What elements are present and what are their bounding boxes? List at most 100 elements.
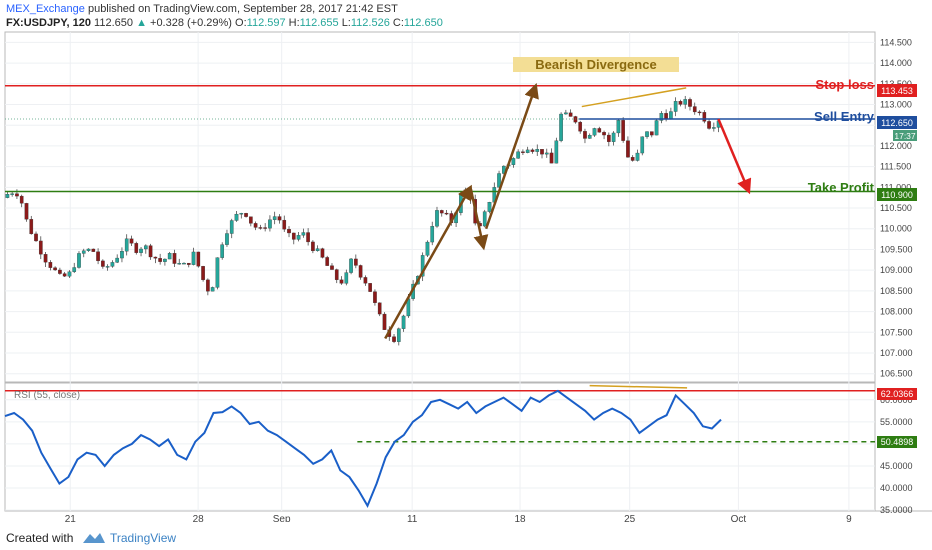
price-tick-label: 109.500 xyxy=(880,244,913,254)
price-tick-label: 113.000 xyxy=(880,99,912,109)
candle-body xyxy=(134,243,139,253)
candle-body xyxy=(330,265,334,270)
candle-body xyxy=(712,127,716,129)
candle-body xyxy=(215,257,220,288)
stop-loss-badge-text: 113.453 xyxy=(881,86,913,96)
price-axis: 114.500114.000113.500113.000112.500112.0… xyxy=(880,37,913,378)
candle-body xyxy=(153,256,158,259)
bearish-divergence-box xyxy=(513,57,679,72)
candle-body xyxy=(392,336,396,342)
candle-body xyxy=(678,101,683,105)
candle-body xyxy=(172,253,177,264)
candle-body xyxy=(683,99,688,105)
candle-body xyxy=(287,229,291,234)
candle-body xyxy=(301,232,306,236)
candle-body xyxy=(554,140,559,164)
candle-body xyxy=(487,202,492,212)
time-tick-label: 25 xyxy=(624,514,636,525)
symbol-label[interactable]: FX:USDJPY, 120 xyxy=(6,17,91,29)
price-tick-label: 114.500 xyxy=(880,37,912,47)
candle-body xyxy=(439,210,444,214)
candle-body xyxy=(191,251,196,265)
candle-body xyxy=(430,226,435,243)
candle-body xyxy=(163,258,167,262)
candle-body xyxy=(654,120,659,136)
candle-body xyxy=(568,112,573,117)
candle-body xyxy=(649,131,654,136)
price-time-badge-text: 17:37 xyxy=(894,131,916,141)
candle-body xyxy=(158,258,162,262)
up-triangle-icon: ▲ xyxy=(136,17,147,29)
candle-body xyxy=(129,238,134,244)
candle-body xyxy=(306,232,310,243)
publisher-link[interactable]: MEX_Exchange xyxy=(6,3,85,15)
candle-body xyxy=(401,315,406,329)
candle-body xyxy=(167,253,172,260)
candle-body xyxy=(120,251,124,259)
candle-body xyxy=(597,128,602,133)
candle-body xyxy=(5,194,10,198)
rsi-tick-label: 45.0000 xyxy=(880,461,913,471)
candle-body xyxy=(62,273,67,277)
price-tick-label: 114.000 xyxy=(880,58,912,68)
candle-body xyxy=(511,158,516,165)
published-text: published on TradingView.com, September … xyxy=(87,3,398,15)
candle-body xyxy=(72,267,77,272)
candle-body xyxy=(420,255,425,277)
tradingview-logo-icon[interactable] xyxy=(82,530,106,546)
candle-body xyxy=(339,279,344,284)
candle-body xyxy=(669,111,673,120)
candle-body xyxy=(58,269,62,274)
candle-body xyxy=(616,120,621,134)
candle-body xyxy=(210,287,215,292)
candle-body xyxy=(630,157,635,161)
candle-body xyxy=(244,213,248,217)
wave-arrow-down xyxy=(469,187,489,251)
candle-body xyxy=(516,151,520,159)
price-tick-label: 110.500 xyxy=(880,203,912,213)
candle-body xyxy=(521,151,525,153)
candle-body xyxy=(697,111,702,114)
candle-body xyxy=(325,257,330,266)
tradingview-brand[interactable]: TradingView xyxy=(110,531,177,545)
candle-body xyxy=(177,263,182,265)
candle-body xyxy=(43,254,48,263)
price-tick-label: 107.000 xyxy=(880,348,913,358)
bearish-divergence-label: Bearish Divergence xyxy=(535,57,656,72)
candle-body xyxy=(81,250,86,254)
time-tick-label: Sep xyxy=(273,514,291,525)
time-tick-label: 18 xyxy=(514,514,526,525)
rsi-tick-label: 40.0000 xyxy=(880,483,913,493)
candle-body xyxy=(182,262,186,265)
candle-body xyxy=(334,269,339,280)
price-tick-label: 112.000 xyxy=(880,141,912,151)
high-value: 112.655 xyxy=(299,17,339,29)
candle-body xyxy=(497,173,501,188)
candle-body xyxy=(315,248,320,252)
candle-body xyxy=(377,302,382,315)
low-value: 112.526 xyxy=(350,17,390,29)
candle-body xyxy=(564,112,568,115)
low-label: L: xyxy=(341,17,351,29)
candle-body xyxy=(311,241,315,252)
candle-body xyxy=(673,101,678,112)
candle-body xyxy=(196,251,201,267)
candle-body xyxy=(143,245,148,250)
candle-body xyxy=(272,216,277,220)
rsi-tick-label: 55.0000 xyxy=(880,417,913,427)
candle-body xyxy=(220,244,225,258)
candle-body xyxy=(544,152,549,155)
candle-body xyxy=(559,113,563,141)
candle-body xyxy=(291,232,296,240)
candle-body xyxy=(702,112,707,122)
candle-body xyxy=(24,203,29,220)
candle-body xyxy=(592,128,597,136)
candle-body xyxy=(549,152,554,164)
close-label: C: xyxy=(392,17,404,29)
candle-body xyxy=(535,149,540,152)
candle-body xyxy=(373,291,377,303)
candle-body xyxy=(425,241,430,256)
open-label: O: xyxy=(235,17,247,29)
price-tick-label: 106.500 xyxy=(880,369,913,379)
